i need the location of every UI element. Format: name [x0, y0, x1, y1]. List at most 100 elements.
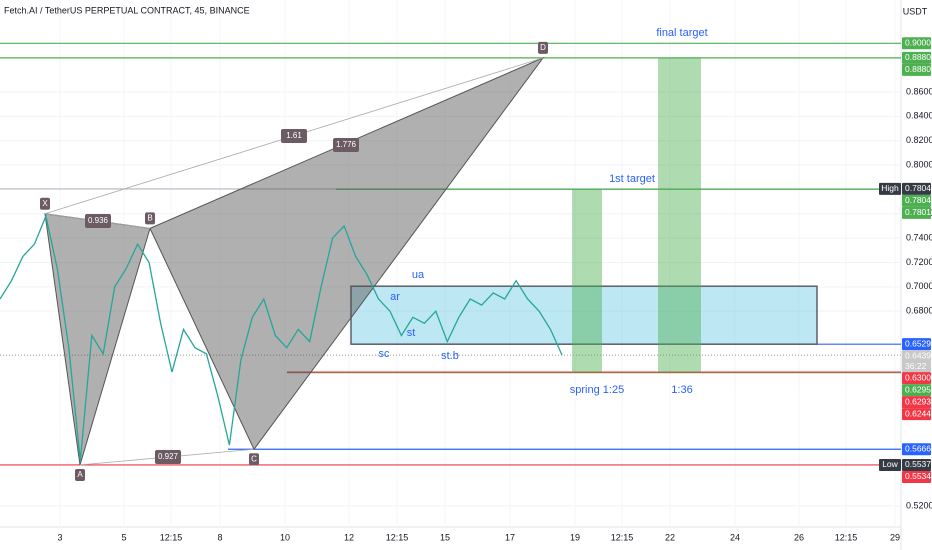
- range-box: [350, 285, 818, 345]
- price-badge-label: 0.9000: [905, 38, 931, 48]
- price-tick-label: 0.8400: [906, 111, 932, 121]
- price-badge-label: 0.7801: [905, 207, 931, 217]
- price-tick-label: 0.8000: [906, 159, 932, 169]
- time-tick-label: 26: [794, 532, 804, 542]
- ratio-label: 1.776: [336, 140, 357, 149]
- price-badge-label: 0.8880: [905, 52, 931, 62]
- price-tick-label: 0.8200: [906, 135, 932, 145]
- time-tick-label: 12: [344, 532, 354, 542]
- drawings: X A B C D 0.936 0.927 1.61 1.776: [40, 41, 818, 481]
- pattern-point-label: C: [251, 454, 257, 463]
- price-badge: [902, 37, 931, 50]
- price-badge: [902, 443, 931, 456]
- pattern-point-box: [145, 212, 155, 225]
- time-tick-label: 12:15: [835, 532, 858, 542]
- annotation: ar: [390, 291, 400, 303]
- pattern-point-label: X: [42, 199, 48, 208]
- ratio-label: 0.936: [88, 216, 109, 225]
- price-badge-label: 0.5534: [905, 471, 931, 481]
- grid: [0, 0, 901, 527]
- price-line: [0, 214, 563, 461]
- pattern-point-box: [40, 197, 50, 210]
- price-tick-label: 0.7400: [906, 232, 932, 242]
- labels: Fetch.AI / TetherUS PERPETUAL CONTRACT, …: [4, 5, 928, 396]
- price-badge-label: 0.5666: [905, 443, 931, 453]
- annotation: ua: [412, 269, 425, 281]
- ratio-box: [155, 450, 181, 464]
- price-badge: [902, 408, 931, 421]
- price-tag-box: [879, 458, 901, 471]
- price-badge: [902, 470, 931, 483]
- price-badge: [902, 51, 931, 64]
- annotation: st.b: [441, 350, 459, 362]
- ratio-box: [281, 129, 307, 143]
- price-badge: [902, 396, 931, 409]
- price-badge: [902, 63, 931, 76]
- annotation: final target: [656, 27, 707, 39]
- price-tick-label: 0.8600: [906, 86, 932, 96]
- time-tick-label: 10: [280, 532, 290, 542]
- symbol-title: Fetch.AI / TetherUS PERPETUAL CONTRACT, …: [4, 5, 250, 15]
- price-badge-label: 0.6300: [905, 372, 931, 382]
- price-badge-label: 0.6439: [905, 350, 931, 360]
- time-tick-label: 12:15: [386, 532, 409, 542]
- price-badge-label: 0.6295: [905, 384, 931, 394]
- target-zone: [658, 57, 701, 373]
- pattern-point-box: [75, 468, 85, 481]
- pattern-point-label: A: [77, 470, 83, 479]
- annotation: sc: [379, 348, 391, 360]
- price-badge: [902, 384, 931, 397]
- price-badge-label: 0.6529: [905, 338, 931, 348]
- annotation: 1:36: [671, 384, 692, 396]
- price-badge-label: 0.5537: [905, 459, 931, 469]
- time-tick-label: 15: [440, 532, 450, 542]
- time-tick-label: 12:15: [611, 532, 634, 542]
- price-badge-label: 0.6293: [905, 396, 931, 406]
- price-tick-label: 0.6800: [906, 306, 932, 316]
- pattern-point-label: D: [540, 43, 546, 52]
- price-tick-label: 0.7200: [906, 257, 932, 267]
- pattern-point-box: [249, 453, 259, 466]
- countdown-box: [902, 361, 931, 373]
- price-badge: [902, 338, 931, 351]
- price-tag-box: [879, 182, 901, 195]
- price-badge: [902, 206, 931, 219]
- price: [0, 214, 563, 461]
- price-badge: [902, 194, 931, 207]
- target-zone: [572, 189, 602, 373]
- price-tick-label: 0.5200: [906, 500, 932, 510]
- time-tick-label: 3: [57, 532, 62, 542]
- price-badge-label: 0.7804: [905, 183, 931, 193]
- time-tick-label: 22: [665, 532, 675, 542]
- ratio-box: [85, 214, 111, 228]
- price-badge-label: 0.6244: [905, 408, 931, 418]
- time-tick-label: 19: [570, 532, 580, 542]
- annotation: spring 1:25: [570, 384, 624, 396]
- time-tick-label: 24: [730, 532, 740, 542]
- price-badge: [902, 458, 931, 471]
- time-tick-label: 8: [217, 532, 222, 542]
- ratio-box: [333, 138, 359, 152]
- price-tag: High: [881, 183, 899, 193]
- pattern-point-label: B: [147, 213, 152, 222]
- price-badge: [902, 350, 931, 363]
- annotation: 1st target: [609, 173, 655, 185]
- annotation: st: [407, 327, 416, 339]
- time-tick-label: 5: [121, 532, 126, 542]
- price-tick-label: 0.7000: [906, 281, 932, 291]
- time-tick-label: 29: [890, 532, 900, 542]
- price-badge-label: 0.7804: [905, 195, 931, 205]
- price-badge: [902, 372, 931, 385]
- currency: USDT: [903, 6, 928, 16]
- price-axis: 0.86000.84000.82000.80000.76000.74000.72…: [57, 37, 932, 542]
- countdown: 36:22: [905, 361, 927, 371]
- ratio-label: 1.61: [286, 131, 302, 140]
- price-badge: [902, 182, 931, 195]
- ratio-label: 0.927: [158, 452, 179, 461]
- time-tick-label: 12:15: [160, 532, 183, 542]
- price-badge-label: 0.8880: [905, 64, 931, 74]
- time-tick-label: 17: [505, 532, 515, 542]
- pattern-point-box: [538, 41, 548, 54]
